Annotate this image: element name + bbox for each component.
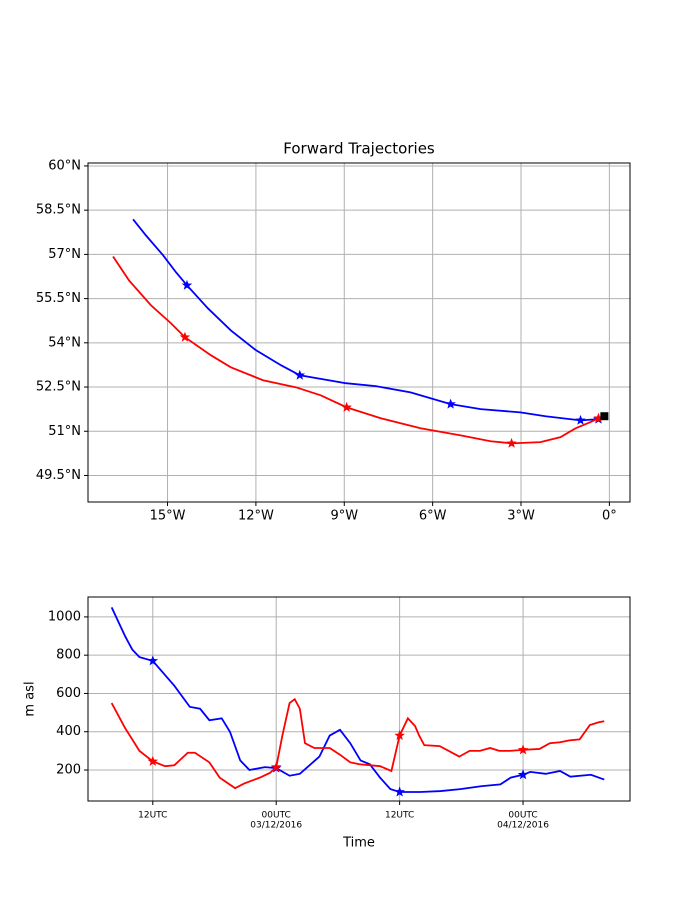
x-tick-label: 3°W [507,509,535,524]
y-tick-label: 200 [56,762,81,777]
star-marker [593,412,604,423]
y-tick-label: 58.5°N [36,203,81,218]
y-tick-label: 52.5°N [36,380,81,395]
y-tick-label: 51°N [48,424,81,439]
trajectory-line [112,255,605,445]
star-marker [394,730,405,740]
y-tick-label: 400 [56,724,81,739]
star-marker [517,744,529,755]
y-tick-label: 49.5°N [36,468,81,483]
star-marker [575,414,586,425]
star-marker [294,369,306,380]
x-tick-label: 9°W [330,509,358,524]
star-marker [506,437,517,448]
star-marker [341,401,352,412]
star-marker [179,331,191,342]
star-marker [394,786,405,797]
chart-title: Forward Trajectories [283,140,435,158]
x-tick-label: 12UTC [385,811,414,821]
axes-frame [87,162,631,503]
x-tick-label: 0° [602,509,617,524]
x-tick-label: 12°W [238,509,274,524]
star-marker [147,655,159,666]
y-tick-label: 1000 [48,609,81,624]
x-tick-label: 04/12/2016 [497,821,549,831]
x-tick-label: 6°W [419,509,447,524]
x-tick-label: 00UTC [262,811,291,821]
x-tick-label: 03/12/2016 [250,821,302,831]
axes-frame [87,596,631,802]
x-axis-label: Time [342,836,375,851]
plot-area [88,597,630,801]
trajectory-line [110,606,605,793]
x-tick-label: 12UTC [138,811,167,821]
y-axis-label: m asl [23,681,38,716]
x-tick-label: 00UTC [508,811,537,821]
star-marker [181,279,193,290]
y-tick-label: 60°N [48,158,81,173]
y-tick-label: 54°N [48,335,81,350]
y-tick-label: 57°N [48,247,81,262]
star-marker [147,755,159,766]
start-marker [600,412,609,421]
y-tick-label: 600 [56,686,81,701]
y-tick-label: 55.5°N [36,291,81,306]
trajectory-line [132,218,605,422]
star-marker [270,761,282,772]
y-tick-label: 800 [56,648,81,663]
plot-area [88,163,630,502]
star-marker [517,769,529,780]
x-tick-label: 15°W [150,509,186,524]
star-marker [445,398,456,409]
